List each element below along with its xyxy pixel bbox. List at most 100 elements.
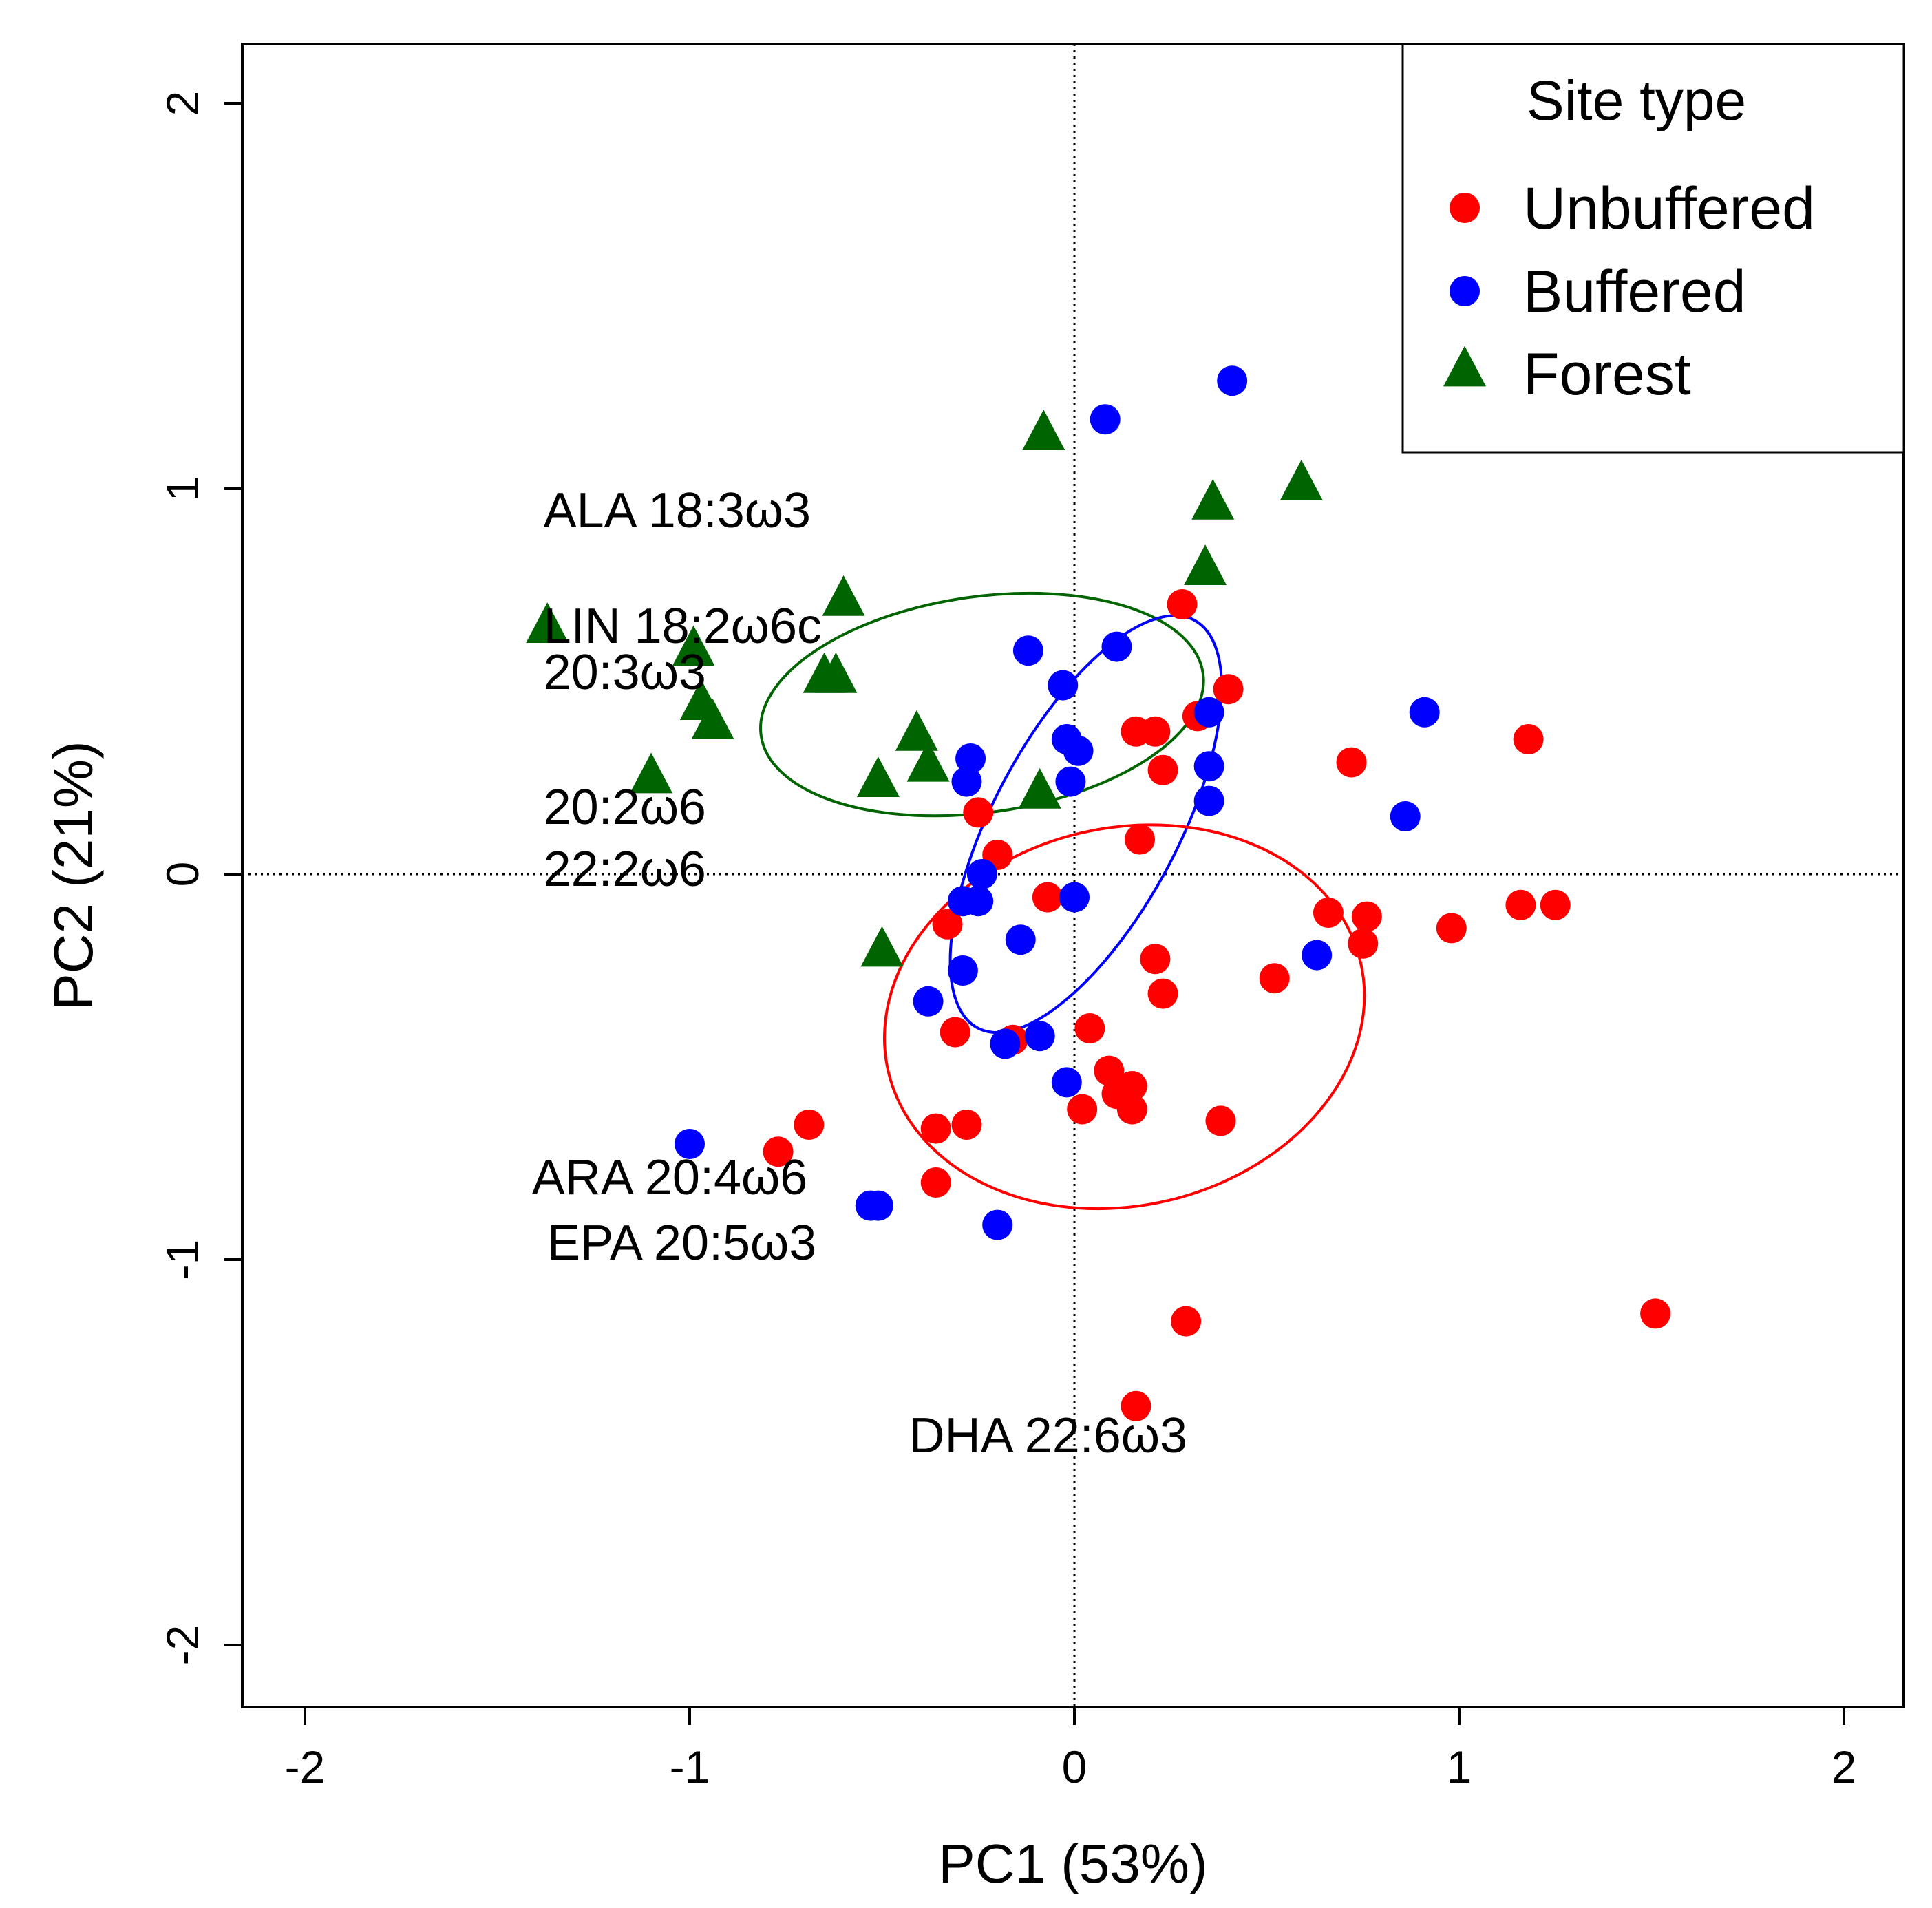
y-tick-label: 1 <box>157 476 208 502</box>
point-unbuffered <box>920 1113 951 1144</box>
point-unbuffered <box>951 1110 982 1140</box>
y-tick-label: 0 <box>157 862 208 887</box>
point-unbuffered <box>1348 928 1379 959</box>
annotation-label: DHA 22:6ω3 <box>909 1408 1187 1463</box>
point-unbuffered <box>1436 913 1467 944</box>
point-unbuffered <box>1540 889 1571 920</box>
point-unbuffered <box>963 797 994 828</box>
point-forest <box>1191 478 1235 520</box>
point-forest <box>526 602 569 643</box>
point-buffered <box>1059 882 1090 913</box>
point-unbuffered <box>1513 724 1544 754</box>
y-tick-label: -2 <box>157 1625 208 1666</box>
x-axis-title: PC1 (53%) <box>938 1833 1207 1894</box>
point-unbuffered <box>1147 754 1178 785</box>
point-unbuffered <box>1140 716 1171 747</box>
point-buffered <box>947 955 978 986</box>
annotation-label: 22:2ω6 <box>544 842 706 897</box>
reference-lines <box>242 44 1904 1707</box>
point-forest <box>672 625 715 666</box>
legend-entry-unbuffered: Unbuffered <box>1450 176 1815 242</box>
point-unbuffered <box>763 1136 794 1167</box>
point-buffered <box>1101 631 1132 662</box>
point-unbuffered <box>1067 1094 1098 1125</box>
point-unbuffered <box>1074 1013 1105 1043</box>
annotation-label: 20:2ω6 <box>544 780 706 835</box>
point-buffered <box>982 1209 1013 1240</box>
point-buffered <box>1012 635 1043 666</box>
x-tick-label: -2 <box>285 1741 326 1792</box>
point-buffered <box>966 859 997 889</box>
point-buffered <box>862 1190 893 1221</box>
legend-box <box>1401 43 1905 454</box>
point-buffered <box>1055 766 1086 797</box>
point-unbuffered <box>1167 589 1198 619</box>
point-unbuffered <box>794 1110 825 1140</box>
point-buffered <box>675 1129 705 1159</box>
point-unbuffered <box>1140 944 1171 975</box>
point-buffered <box>1409 697 1440 728</box>
legend-marker <box>1443 346 1486 387</box>
x-tick-label: 1 <box>1447 1741 1472 1792</box>
y-tick-label: 2 <box>157 91 208 116</box>
point-unbuffered <box>1032 882 1063 913</box>
series-forest <box>526 410 1323 967</box>
point-unbuffered <box>1336 747 1367 778</box>
point-unbuffered <box>1505 889 1536 920</box>
point-unbuffered <box>1125 824 1156 855</box>
ellipse-forest <box>759 591 1205 818</box>
point-forest <box>906 741 950 782</box>
point-buffered <box>1024 1021 1055 1052</box>
point-buffered <box>951 766 982 797</box>
point-buffered <box>990 1028 1021 1059</box>
legend-entries: Unbuffered Buffered Forest <box>1443 176 1815 407</box>
point-unbuffered <box>1313 898 1344 928</box>
annotation-label: 20:3ω3 <box>544 645 706 700</box>
point-forest <box>814 652 858 693</box>
point-unbuffered <box>1116 1094 1147 1125</box>
point-buffered <box>1217 365 1248 396</box>
point-buffered <box>1005 924 1036 955</box>
point-forest <box>860 926 904 967</box>
annotation-label: ARA 20:4ω6 <box>532 1150 807 1205</box>
legend-label: Unbuffered <box>1523 176 1815 242</box>
point-buffered <box>1193 751 1224 782</box>
x-tick-label: 2 <box>1832 1741 1857 1792</box>
point-buffered <box>1193 785 1224 816</box>
point-unbuffered <box>1213 674 1244 705</box>
x-tick-label: 0 <box>1062 1741 1087 1792</box>
legend-label: Buffered <box>1523 259 1746 325</box>
point-buffered <box>1302 940 1333 971</box>
annotation-label: LIN 18:2ω6c <box>544 599 822 654</box>
annotation-label: ALA 18:3ω3 <box>544 483 811 538</box>
y-tick-label: -1 <box>157 1240 208 1280</box>
confidence-ellipses <box>759 591 1366 1211</box>
point-buffered <box>955 743 986 774</box>
point-unbuffered <box>1147 978 1178 1009</box>
point-unbuffered <box>1259 963 1290 994</box>
legend-label: Forest <box>1523 341 1691 407</box>
point-forest <box>1018 767 1061 809</box>
point-unbuffered <box>1121 1390 1151 1421</box>
point-buffered <box>913 986 944 1017</box>
legend-marker <box>1450 276 1480 306</box>
point-forest <box>691 699 734 739</box>
point-unbuffered <box>940 1017 970 1048</box>
point-forest <box>630 752 673 794</box>
point-buffered <box>1063 735 1094 766</box>
annotation-label: EPA 20:5ω3 <box>547 1216 816 1271</box>
x-tick-label: -1 <box>670 1741 710 1792</box>
point-buffered <box>1048 670 1079 701</box>
point-unbuffered <box>1351 901 1382 932</box>
legend-entry-forest: Forest <box>1443 341 1691 407</box>
point-forest <box>1022 410 1065 450</box>
point-buffered <box>1090 404 1121 435</box>
legend-entry-buffered: Buffered <box>1450 259 1746 325</box>
point-buffered <box>1390 801 1421 831</box>
point-forest <box>856 756 900 797</box>
x-axis: -2 -1 0 1 2 <box>285 1706 1857 1792</box>
point-unbuffered <box>1094 1055 1125 1086</box>
legend-marker <box>1450 193 1480 223</box>
